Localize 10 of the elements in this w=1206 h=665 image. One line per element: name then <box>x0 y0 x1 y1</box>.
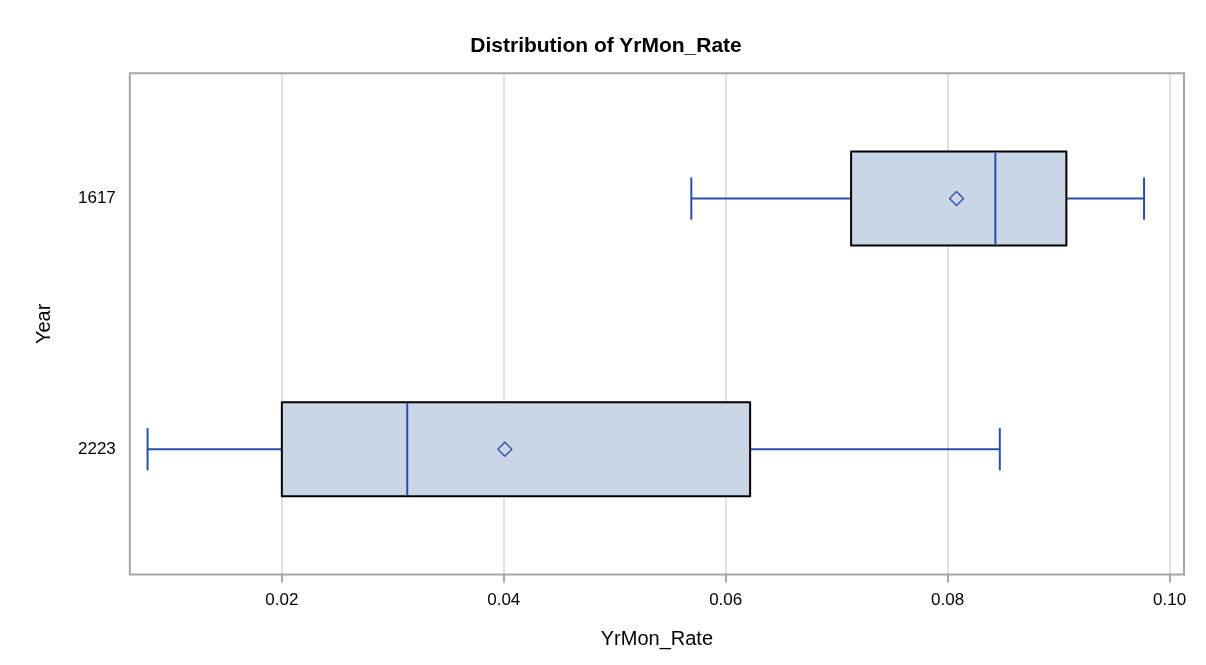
x-axis-title: YrMon_Rate <box>600 626 714 650</box>
x-tick-label: 0.08 <box>931 590 965 610</box>
x-tick-label: 0.04 <box>487 590 521 610</box>
x-tick-label: 0.06 <box>709 590 743 610</box>
x-tick-label: 0.10 <box>1153 590 1187 610</box>
chart-title: Distribution of YrMon_Rate <box>470 33 742 57</box>
x-tick-label: 0.02 <box>265 590 299 610</box>
y-axis-title: Year <box>31 303 54 345</box>
y-tick-label: 1617 <box>77 188 116 208</box>
y-tick-label: 2223 <box>77 438 116 458</box>
